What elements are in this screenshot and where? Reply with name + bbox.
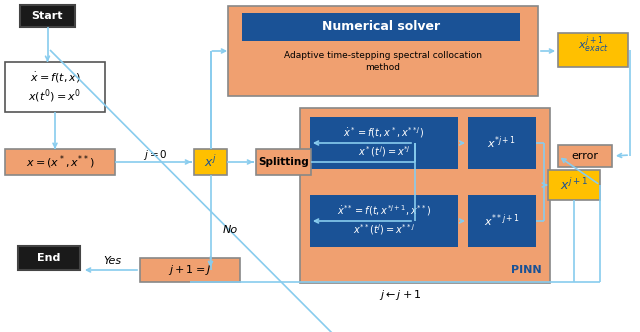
Text: $x^{j+1}_{exact}$: $x^{j+1}_{exact}$ bbox=[578, 35, 608, 55]
Text: $x^{*j+1}$: $x^{*j+1}$ bbox=[488, 135, 516, 151]
Text: $j \leftarrow j+1$: $j \leftarrow j+1$ bbox=[379, 288, 421, 302]
Bar bbox=[300, 108, 550, 283]
Text: Splitting: Splitting bbox=[258, 157, 309, 167]
Text: $\dot{x}^{**} = f(t, x^{*j+1}, x^{**})$: $\dot{x}^{**} = f(t, x^{*j+1}, x^{**})$ bbox=[337, 204, 431, 218]
Bar bbox=[468, 117, 536, 169]
Bar bbox=[558, 33, 628, 67]
Bar bbox=[20, 5, 75, 27]
Bar bbox=[140, 258, 240, 282]
Text: $j+1=J$: $j+1=J$ bbox=[168, 263, 212, 277]
Bar bbox=[194, 149, 227, 175]
Text: $\dot{x} = f(t, x)$: $\dot{x} = f(t, x)$ bbox=[29, 71, 81, 85]
Text: PINN: PINN bbox=[511, 265, 542, 275]
Text: Numerical solver: Numerical solver bbox=[322, 21, 440, 34]
Text: End: End bbox=[37, 253, 61, 263]
Text: error: error bbox=[572, 151, 598, 161]
Text: $x^*(t^j) = x^{*j}$: $x^*(t^j) = x^{*j}$ bbox=[358, 145, 410, 159]
Text: No: No bbox=[223, 225, 237, 235]
Bar bbox=[5, 149, 115, 175]
Text: $j=0$: $j=0$ bbox=[143, 148, 167, 162]
Text: $x^{**j+1}$: $x^{**j+1}$ bbox=[484, 213, 520, 229]
Text: $x(t^0) = x^0$: $x(t^0) = x^0$ bbox=[29, 87, 81, 105]
Text: $x = (x^*, x^{**})$: $x = (x^*, x^{**})$ bbox=[26, 153, 94, 171]
Text: Adaptive time-stepping spectral collocation: Adaptive time-stepping spectral collocat… bbox=[284, 50, 482, 59]
Bar bbox=[558, 145, 612, 167]
Text: $x^j$: $x^j$ bbox=[204, 154, 217, 170]
Text: method: method bbox=[365, 62, 401, 71]
Text: $x^{j+1}$: $x^{j+1}$ bbox=[560, 177, 588, 193]
Bar bbox=[310, 195, 458, 247]
Text: $\dot{x}^* = f(t, x^*, x^{**j})$: $\dot{x}^* = f(t, x^*, x^{**j})$ bbox=[344, 125, 424, 140]
Bar bbox=[310, 117, 458, 169]
Bar bbox=[256, 149, 311, 175]
Bar bbox=[228, 6, 538, 96]
Text: Start: Start bbox=[32, 11, 63, 21]
Bar bbox=[18, 246, 80, 270]
Text: $x^{**}(t^j) = x^{**j}$: $x^{**}(t^j) = x^{**j}$ bbox=[353, 222, 415, 237]
Text: Yes: Yes bbox=[103, 256, 121, 266]
Bar bbox=[468, 195, 536, 247]
Bar bbox=[548, 170, 600, 200]
Bar bbox=[242, 13, 520, 41]
Bar bbox=[5, 62, 105, 112]
